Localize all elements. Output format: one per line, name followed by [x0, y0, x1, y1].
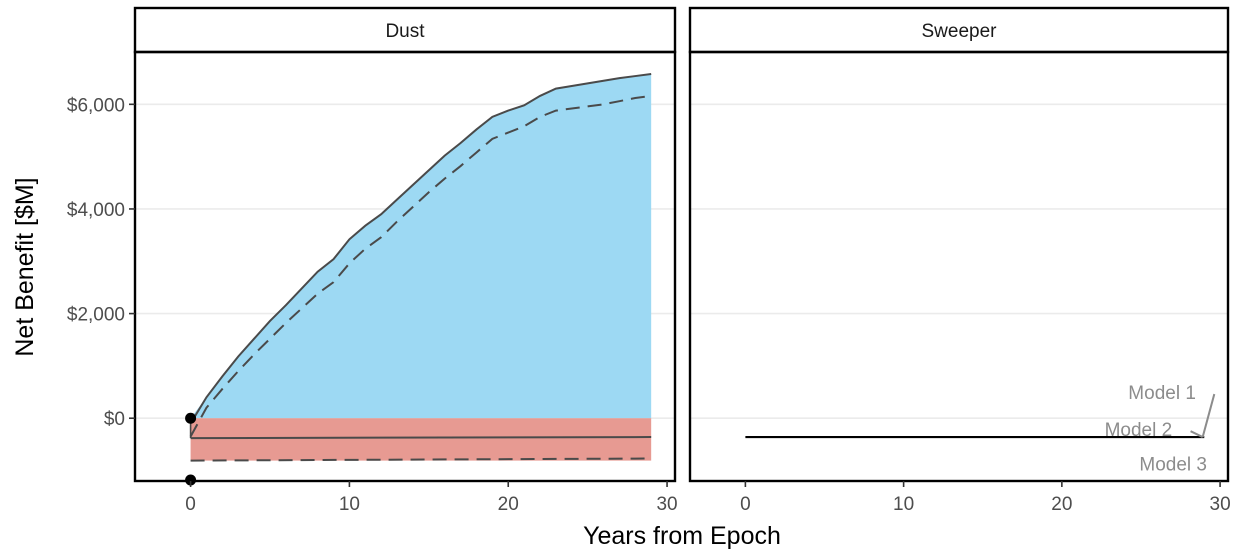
- strip-0: [133, 6, 677, 54]
- x-axis-title: Years from Epoch: [583, 522, 781, 550]
- x-tick-label-p1-2: 20: [1051, 494, 1072, 515]
- frame-layer: [129, 6, 1230, 487]
- y-axis-title: Net Benefit [$M]: [11, 177, 39, 356]
- sweeper-leader-1: [1201, 393, 1216, 438]
- x-tick-label-p1-3: 30: [1210, 494, 1231, 515]
- sweeper-annotation-3: Model 3: [1139, 455, 1207, 476]
- panel-border-1: [688, 50, 1230, 483]
- sweeper-annotation-1: Model 1: [1128, 383, 1196, 404]
- x-tick-label-p0-3: 30: [656, 494, 677, 515]
- text-layer: Model 1 Model 2 Model 3 Dust 0 10 20 30 Sweeper 0…: [67, 21, 1231, 515]
- x-tick-label-p1-1: 10: [893, 494, 914, 515]
- y-tick-label-3: $6,000: [67, 95, 125, 116]
- data-layer: [185, 72, 1216, 486]
- dust-upper-solid-line: [189, 72, 652, 424]
- x-tick-label-p0-1: 10: [339, 494, 360, 515]
- sweeper-leader-2: [1190, 430, 1204, 438]
- dust-lower-solid-line: [190, 436, 652, 440]
- y-tick-label-1: $2,000: [67, 305, 125, 326]
- dust-point-0: [185, 412, 197, 424]
- dust-negative-band: [190, 418, 652, 461]
- dust-lower-dashed-line: [190, 457, 652, 462]
- dust-upper-dashed-line: [189, 94, 652, 438]
- x-tick-label-p0-0: 0: [185, 494, 196, 515]
- y-tick-label-2: $4,000: [67, 200, 125, 221]
- y-tick-label-0: $0: [104, 409, 125, 430]
- strip-label-0: Dust: [385, 21, 425, 42]
- panel-border-0: [133, 50, 677, 483]
- x-tick-label-p0-2: 20: [498, 494, 519, 515]
- x-tick-label-p1-0: 0: [740, 494, 751, 515]
- dust-positive-area: [190, 73, 652, 419]
- sweeper-annotation-2: Model 2: [1105, 420, 1173, 441]
- strip-label-1: Sweeper: [922, 21, 998, 42]
